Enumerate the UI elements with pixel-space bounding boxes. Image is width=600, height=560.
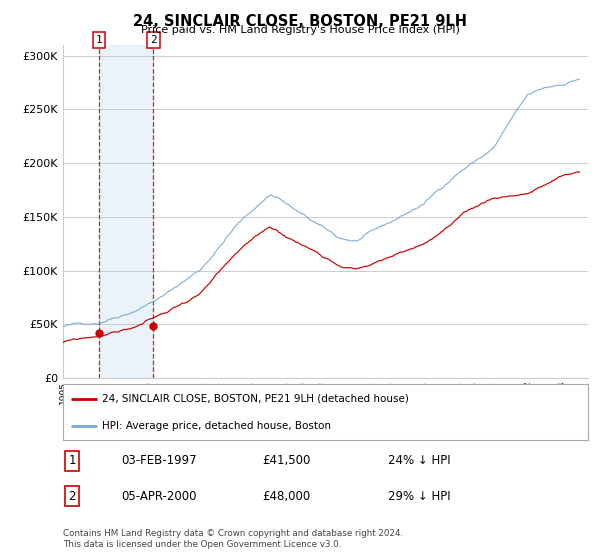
Text: £48,000: £48,000 bbox=[263, 489, 311, 503]
Text: Contains HM Land Registry data © Crown copyright and database right 2024.
This d: Contains HM Land Registry data © Crown c… bbox=[63, 529, 403, 549]
Text: 05-APR-2000: 05-APR-2000 bbox=[121, 489, 196, 503]
Text: 24, SINCLAIR CLOSE, BOSTON, PE21 9LH: 24, SINCLAIR CLOSE, BOSTON, PE21 9LH bbox=[133, 14, 467, 29]
Text: HPI: Average price, detached house, Boston: HPI: Average price, detached house, Bost… bbox=[103, 421, 331, 431]
Text: 2: 2 bbox=[150, 35, 157, 45]
Text: 1: 1 bbox=[96, 35, 103, 45]
Text: 1: 1 bbox=[68, 454, 76, 468]
Text: 03-FEB-1997: 03-FEB-1997 bbox=[121, 454, 196, 468]
Bar bbox=[99, 45, 154, 378]
Text: £41,500: £41,500 bbox=[263, 454, 311, 468]
Text: 2: 2 bbox=[68, 489, 76, 503]
Text: 24, SINCLAIR CLOSE, BOSTON, PE21 9LH (detached house): 24, SINCLAIR CLOSE, BOSTON, PE21 9LH (de… bbox=[103, 394, 409, 404]
Text: 24% ↓ HPI: 24% ↓ HPI bbox=[389, 454, 451, 468]
Text: Price paid vs. HM Land Registry's House Price Index (HPI): Price paid vs. HM Land Registry's House … bbox=[140, 25, 460, 35]
Text: 29% ↓ HPI: 29% ↓ HPI bbox=[389, 489, 451, 503]
